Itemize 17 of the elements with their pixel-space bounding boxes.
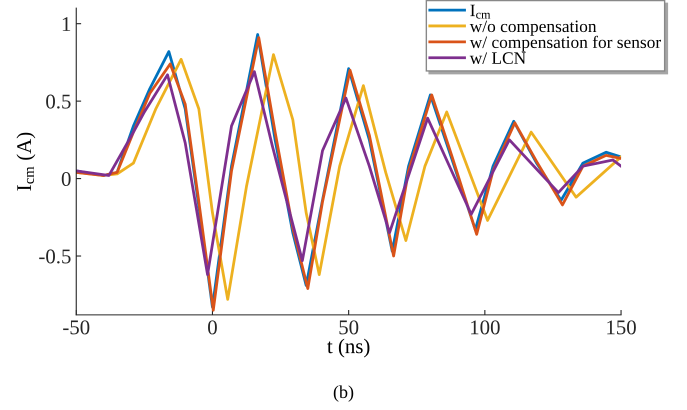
legend-label: w/ LCN [470, 52, 526, 64]
x-tick-label: 0 [208, 320, 217, 334]
y-tick-label: 0.5 [46, 94, 71, 109]
y-tick-label: 0 [62, 172, 71, 186]
x-tick-label: 50 [339, 320, 358, 334]
y-tick-label: 1 [62, 17, 70, 31]
x-tick-label: -50 [63, 320, 90, 334]
x-axis-title: t (ns) [327, 338, 370, 358]
line-series [76, 70, 622, 276]
legend-label: I$_{cm}$ [470, 4, 490, 19]
x-tick-label: 100 [471, 320, 500, 334]
x-tick-label: 150 [607, 320, 636, 334]
legend-label: w/o compensation [470, 20, 596, 36]
text: (b) [334, 385, 354, 402]
y-tick-label: -0.5 [39, 249, 71, 264]
legend-label: w/ compensation for sensor [470, 36, 661, 52]
y-axis-title: I$_{cm}$ (A) [16, 132, 36, 191]
